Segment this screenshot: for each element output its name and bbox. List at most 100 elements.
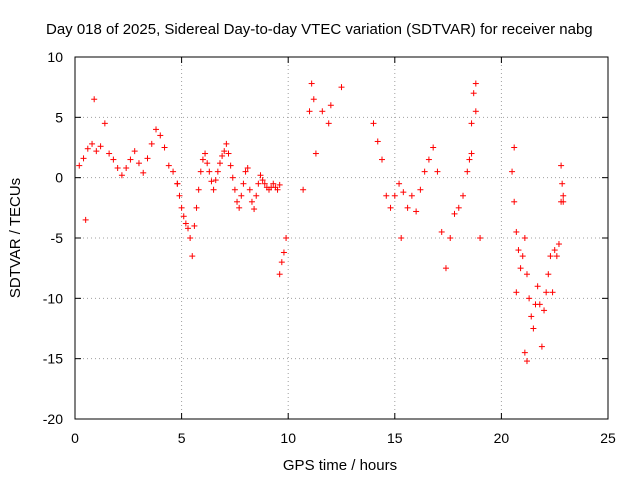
y-tick-label: 10 <box>47 49 63 65</box>
grid-layer <box>75 57 608 419</box>
data-point <box>101 120 108 127</box>
x-tick-label: 15 <box>387 430 403 446</box>
y-tick-label: 0 <box>55 170 63 186</box>
data-point <box>248 198 255 205</box>
data-point <box>555 241 562 248</box>
data-point <box>191 222 198 229</box>
x-tick-label: 10 <box>280 430 296 446</box>
y-tick-label: -20 <box>43 411 63 427</box>
x-axis-label: GPS time / hours <box>283 457 397 474</box>
data-point <box>543 289 550 296</box>
data-point <box>438 228 445 235</box>
data-point <box>93 148 100 155</box>
data-point <box>513 228 520 235</box>
data-point <box>184 225 191 232</box>
data-point <box>89 140 96 147</box>
y-axis-label: SDTVAR / TECUs <box>7 178 24 298</box>
data-point <box>135 160 142 167</box>
data-point <box>547 253 554 260</box>
data-point <box>114 165 121 172</box>
data-point <box>127 156 134 163</box>
data-point <box>234 198 241 205</box>
data-point <box>526 295 533 302</box>
x-tick-label: 0 <box>71 430 79 446</box>
data-point <box>223 140 230 147</box>
data-point <box>280 249 287 256</box>
data-point <box>106 150 113 157</box>
chart-title: Day 018 of 2025, Sidereal Day-to-day VTE… <box>46 21 593 38</box>
data-point <box>182 220 189 227</box>
data-point <box>214 168 221 175</box>
data-point <box>370 120 377 127</box>
data-point <box>464 168 471 175</box>
y-tick-label: 5 <box>55 109 63 125</box>
data-point <box>238 192 245 199</box>
data-point <box>82 216 89 223</box>
data-point <box>447 235 454 241</box>
data-point <box>144 155 151 162</box>
data-point <box>310 96 317 103</box>
data-point <box>123 165 130 172</box>
data-point <box>466 156 473 163</box>
data-point <box>398 235 405 241</box>
data-point <box>97 143 104 150</box>
data-point <box>261 180 268 187</box>
data-point <box>231 186 238 193</box>
x-tick-label: 5 <box>178 430 186 446</box>
data-point <box>157 132 164 139</box>
data-point <box>259 177 266 184</box>
data-point <box>170 168 177 175</box>
data-point <box>442 265 449 272</box>
data-point <box>387 204 394 211</box>
data-point <box>560 198 567 205</box>
data-point <box>517 265 524 272</box>
data-point <box>468 120 475 127</box>
data-point <box>174 180 181 187</box>
data-point <box>80 155 87 162</box>
data-point <box>246 186 253 193</box>
data-point <box>327 102 334 109</box>
data-point <box>523 271 530 278</box>
data-point <box>404 204 411 211</box>
data-point <box>219 152 226 159</box>
data-point <box>189 253 196 260</box>
data-point <box>470 90 477 97</box>
data-point <box>221 148 228 155</box>
data-point <box>140 169 147 176</box>
data-point <box>558 162 565 169</box>
data-point <box>118 172 125 179</box>
data-point <box>528 313 535 320</box>
data-point <box>202 150 209 157</box>
plot-frame <box>74 56 609 420</box>
data-point <box>513 289 520 296</box>
data-point <box>195 186 202 193</box>
data-point <box>197 168 204 175</box>
data-point <box>515 247 522 254</box>
data-point <box>199 156 206 163</box>
data-point <box>312 150 319 157</box>
data-point <box>216 160 223 167</box>
x-tick-labels: 0 5 10 15 20 25 <box>71 430 616 446</box>
data-point <box>176 192 183 199</box>
x-tick-label: 20 <box>494 430 510 446</box>
data-point <box>413 208 420 215</box>
data-point <box>523 358 530 365</box>
data-point <box>110 156 117 163</box>
data-point <box>477 235 484 241</box>
y-tick-label: -15 <box>43 351 63 367</box>
data-point <box>374 138 381 145</box>
data-point <box>180 213 187 220</box>
data-point <box>417 186 424 193</box>
data-point <box>338 84 345 91</box>
data-point <box>178 204 185 211</box>
data-point <box>300 186 307 193</box>
data-point <box>257 172 264 179</box>
data-point <box>225 150 232 157</box>
data-point <box>161 144 168 151</box>
data-point <box>545 271 552 278</box>
data-point <box>519 253 526 260</box>
data-point <box>236 204 243 211</box>
data-point <box>210 186 217 193</box>
data-point <box>425 156 432 163</box>
